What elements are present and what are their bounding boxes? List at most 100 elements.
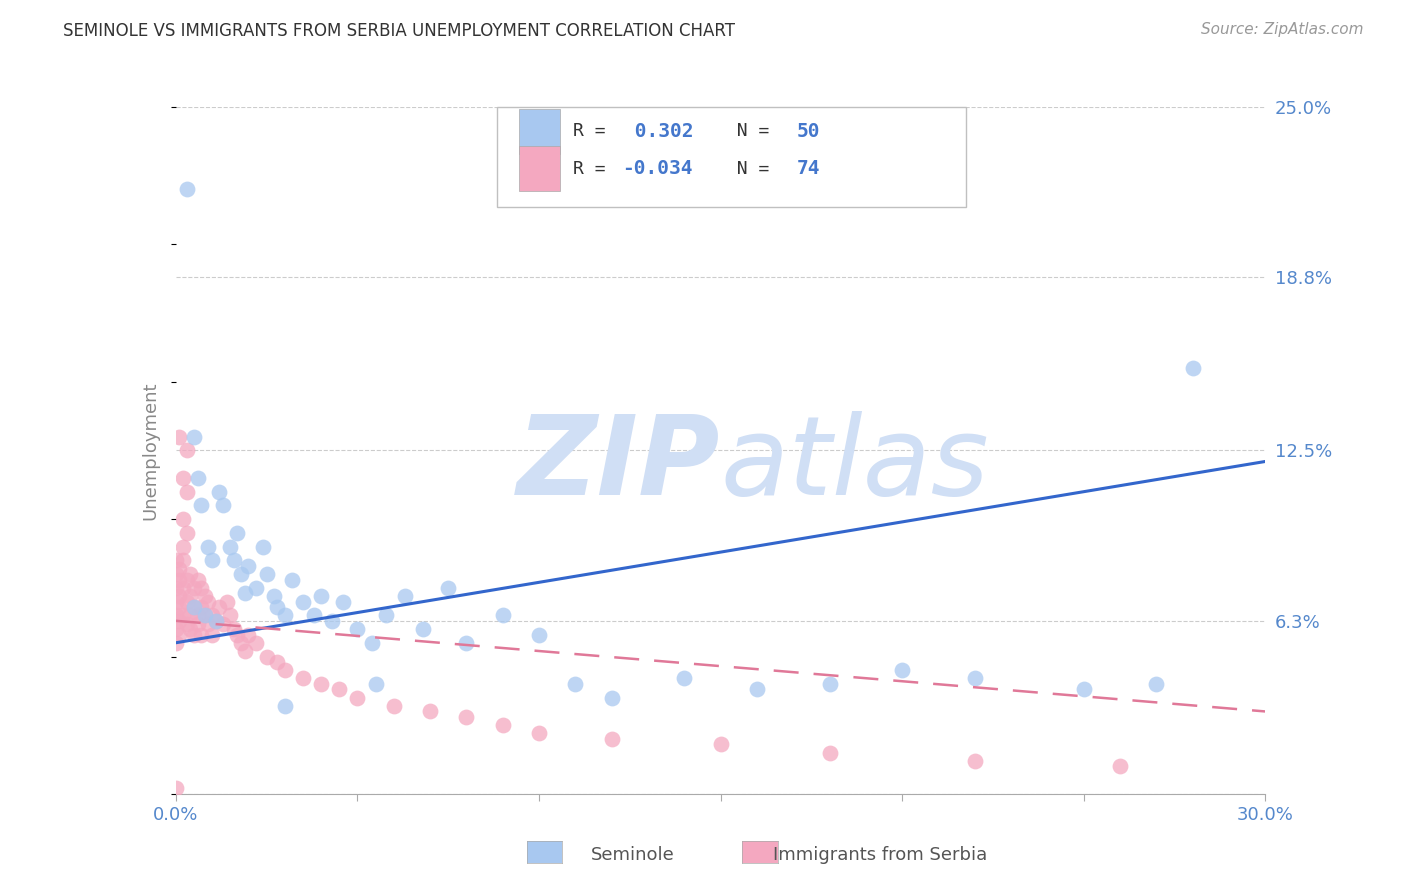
Point bbox=[274, 663, 297, 677]
Point bbox=[252, 540, 274, 554]
Point bbox=[291, 594, 314, 608]
Point bbox=[266, 600, 288, 615]
Point bbox=[169, 589, 191, 603]
Point bbox=[437, 581, 460, 595]
Point bbox=[165, 553, 187, 567]
Text: Seminole: Seminole bbox=[591, 846, 675, 863]
Point bbox=[600, 731, 623, 746]
Point bbox=[172, 553, 194, 567]
Point bbox=[818, 746, 841, 760]
Point bbox=[346, 690, 368, 705]
Point bbox=[710, 738, 733, 752]
Point bbox=[274, 608, 297, 623]
Text: N =: N = bbox=[716, 122, 780, 140]
Point bbox=[201, 553, 224, 567]
Point bbox=[204, 614, 226, 628]
Point bbox=[492, 718, 515, 732]
Point bbox=[419, 705, 441, 719]
Point bbox=[360, 636, 382, 650]
Point bbox=[186, 616, 209, 631]
Point bbox=[375, 608, 398, 623]
Point bbox=[176, 182, 198, 196]
Point bbox=[190, 627, 212, 641]
Point bbox=[256, 649, 278, 664]
Point bbox=[169, 561, 191, 575]
Point bbox=[179, 589, 201, 603]
Text: SEMINOLE VS IMMIGRANTS FROM SERBIA UNEMPLOYMENT CORRELATION CHART: SEMINOLE VS IMMIGRANTS FROM SERBIA UNEMP… bbox=[63, 22, 735, 40]
Point bbox=[212, 499, 235, 513]
Text: 50: 50 bbox=[797, 122, 820, 141]
Point bbox=[165, 594, 187, 608]
Point bbox=[165, 636, 187, 650]
Point bbox=[169, 627, 191, 641]
Point bbox=[172, 540, 194, 554]
Point bbox=[818, 677, 841, 691]
Point bbox=[194, 608, 217, 623]
Point bbox=[165, 781, 187, 796]
Point bbox=[176, 594, 198, 608]
Text: 74: 74 bbox=[797, 159, 820, 178]
Point bbox=[222, 553, 245, 567]
Text: Immigrants from Serbia: Immigrants from Serbia bbox=[773, 846, 987, 863]
Point bbox=[176, 525, 198, 540]
Point bbox=[194, 589, 217, 603]
Point bbox=[176, 616, 198, 631]
Point bbox=[281, 573, 304, 587]
Point bbox=[346, 622, 368, 636]
Point bbox=[600, 690, 623, 705]
Text: 0.302: 0.302 bbox=[623, 122, 693, 141]
Point bbox=[172, 608, 194, 623]
Bar bbox=[519, 146, 561, 191]
Point bbox=[302, 608, 325, 623]
Point bbox=[215, 594, 238, 608]
Point bbox=[197, 594, 219, 608]
Point bbox=[186, 471, 209, 485]
Point bbox=[332, 594, 354, 608]
Point bbox=[274, 698, 297, 713]
Bar bbox=[519, 109, 561, 153]
Point bbox=[165, 622, 187, 636]
Point bbox=[172, 471, 194, 485]
Point bbox=[963, 672, 986, 686]
Point bbox=[201, 627, 224, 641]
Point bbox=[1146, 677, 1168, 691]
Point bbox=[190, 581, 212, 595]
Point bbox=[197, 616, 219, 631]
Point bbox=[169, 573, 191, 587]
Point bbox=[963, 754, 986, 768]
Point bbox=[456, 710, 478, 724]
Text: -0.034: -0.034 bbox=[623, 159, 693, 178]
Point bbox=[364, 677, 387, 691]
Point bbox=[673, 672, 696, 686]
Point bbox=[527, 627, 550, 641]
Point bbox=[394, 589, 416, 603]
Point bbox=[238, 627, 260, 641]
Point bbox=[194, 608, 217, 623]
Point bbox=[183, 600, 205, 615]
Text: N =: N = bbox=[716, 160, 780, 178]
Point bbox=[165, 608, 187, 623]
Point bbox=[222, 622, 245, 636]
Point bbox=[176, 573, 198, 587]
Point bbox=[165, 581, 187, 595]
Point bbox=[245, 636, 267, 650]
Point bbox=[190, 499, 212, 513]
Point bbox=[263, 589, 285, 603]
Y-axis label: Unemployment: Unemployment bbox=[142, 381, 160, 520]
Text: ZIP: ZIP bbox=[517, 410, 721, 517]
Point bbox=[165, 567, 187, 582]
Point bbox=[238, 558, 260, 573]
Point bbox=[179, 567, 201, 582]
Point bbox=[204, 614, 226, 628]
Point bbox=[186, 573, 209, 587]
Point bbox=[183, 581, 205, 595]
Point bbox=[208, 600, 231, 615]
Point bbox=[179, 608, 201, 623]
Point bbox=[233, 644, 256, 658]
Point bbox=[456, 636, 478, 650]
Text: Source: ZipAtlas.com: Source: ZipAtlas.com bbox=[1201, 22, 1364, 37]
Point bbox=[176, 443, 198, 458]
Text: R =: R = bbox=[574, 160, 617, 178]
Point bbox=[564, 677, 586, 691]
Point bbox=[197, 540, 219, 554]
